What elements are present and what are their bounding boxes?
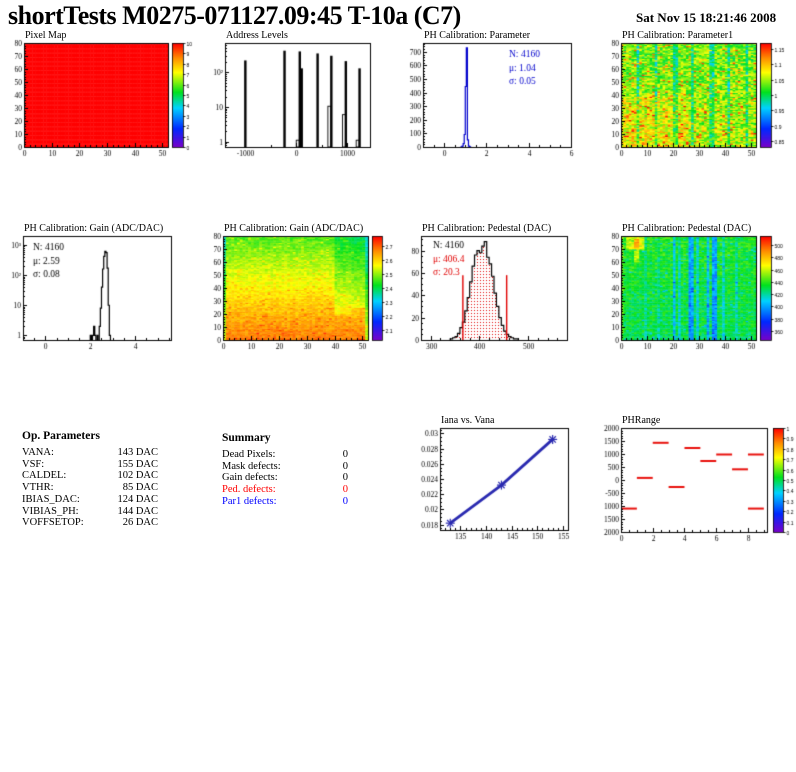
parameter-row: VTHR: 85 DAC (22, 482, 158, 494)
chart-title: PH Calibration: Pedestal (DAC) (422, 223, 552, 234)
chart-gain-map: PH Calibration: Gain (ADC/DAC) (199, 222, 398, 358)
pedestal-histogram-plot (398, 222, 597, 358)
summary-panel: Summary Dead Pixels: 0 Mask defects: 0 Gain … (222, 432, 348, 508)
chart-pixel-map: Pixel Map (0, 28, 199, 160)
parameter-row: IBIAS_DAC: 124 DAC (22, 493, 158, 505)
pedestal-map-plot (597, 222, 796, 358)
parameter1-map-plot (597, 28, 796, 160)
chart-title: Pixel Map (25, 30, 67, 41)
chart-ph-parameter: PH Calibration: Parameter (398, 28, 597, 160)
op-parameters-heading: Op. Parameters (22, 430, 100, 442)
chart-iana-vs-vana: Iana vs. Vana (398, 412, 598, 548)
chart-pedestal-map: PH Calibration: Pedestal (DAC) (597, 222, 796, 358)
parameter-row: Dead Pixels: 0 (222, 449, 348, 460)
address-levels-plot (199, 28, 398, 160)
ph-parameter-plot (398, 28, 597, 160)
phrange-plot (597, 412, 796, 548)
chart-title: PH Calibration: Parameter1 (622, 30, 734, 41)
parameter-row: VSF: 155 DAC (22, 458, 158, 470)
parameter-row: Gain defects: 0 (222, 472, 348, 484)
chart-pedestal-histogram: PH Calibration: Pedestal (DAC) (398, 222, 597, 358)
chart-gain-histogram: PH Calibration: Gain (ADC/DAC) (0, 222, 199, 358)
chart-parameter1-map: PH Calibration: Parameter1 (597, 28, 796, 160)
page-title: shortTests M0275-071127.09:45 T-10a (C7) (8, 1, 461, 30)
chart-title: Iana vs. Vana (441, 415, 495, 426)
gain-map-plot (199, 222, 398, 358)
pixel-map-plot (0, 28, 199, 160)
gain-histogram-plot (0, 222, 199, 358)
parameter-row: Mask defects: 0 (222, 460, 348, 472)
parameter-row: Par1 defects: 0 (222, 495, 348, 507)
op-parameters-panel: Op. Parameters VANA: 143 DAC VSF: 155 DAC CA… (22, 430, 158, 529)
chart-title: PH Calibration: Gain (ADC/DAC) (24, 223, 164, 234)
parameter-row: VOFFSETOP: 26 DAC (22, 517, 158, 529)
parameter-row: CALDEL: 102 DAC (22, 470, 158, 482)
chart-title: Address Levels (226, 30, 288, 41)
chart-title: PH Calibration: Pedestal (DAC) (622, 223, 752, 234)
timestamp: Sat Nov 15 18:21:46 2008 (636, 10, 777, 25)
op-parameters-list: VANA: 143 DAC VSF: 155 DAC CALDEL: 102 DAC VTH… (22, 447, 158, 529)
summary-list: Dead Pixels: 0 Mask defects: 0 Gain defects:… (222, 449, 348, 508)
parameter-row: Ped. defects: 0 (222, 484, 348, 496)
chart-address-levels: Address Levels (199, 28, 398, 160)
chart-title: PH Calibration: Parameter (424, 30, 531, 41)
chart-title: PH Calibration: Gain (ADC/DAC) (224, 223, 364, 234)
parameter-row: VANA: 143 DAC (22, 447, 158, 458)
iana-vs-vana-plot (398, 412, 598, 548)
parameter-row: VIBIAS_PH: 144 DAC (22, 505, 158, 517)
chart-phrange: PHRange (597, 412, 796, 548)
chart-title: PHRange (622, 415, 661, 426)
summary-heading: Summary (222, 432, 271, 444)
